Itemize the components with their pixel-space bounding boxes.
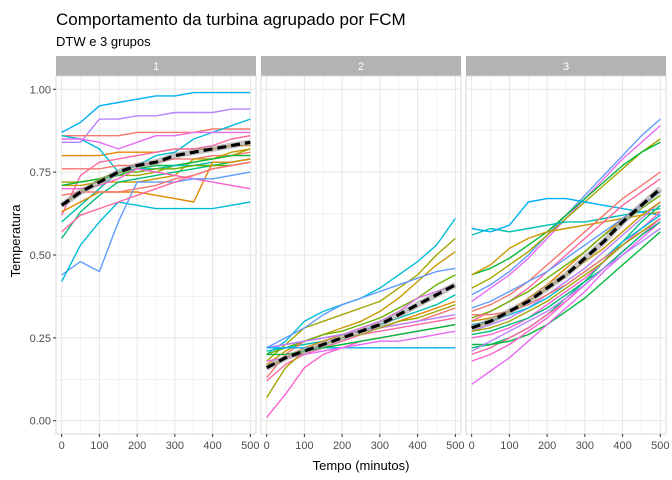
series-line-25 <box>471 227 661 352</box>
series-line-3 <box>471 138 661 289</box>
series-line-18 <box>471 221 661 385</box>
x-tick-label: 300 <box>371 440 389 452</box>
panel-border <box>465 75 667 435</box>
mean-line <box>60 140 251 207</box>
x-tick-label: 500 <box>651 440 669 452</box>
series-line-17 <box>471 231 661 346</box>
series-line-11 <box>61 154 251 187</box>
series-line-20 <box>471 217 661 332</box>
x-tick-label: 0 <box>59 440 65 452</box>
x-tick-label: 200 <box>538 440 556 452</box>
mean-line <box>471 187 662 330</box>
series-line-18 <box>61 201 251 282</box>
y-tick-label: 0.00 <box>30 416 51 428</box>
facet-strip <box>56 56 256 76</box>
series-line-7 <box>61 135 251 216</box>
series-line-2 <box>266 237 456 362</box>
series-line-5 <box>61 118 251 173</box>
facet-panel-2: 2 0 100 200 300 400 500 <box>260 56 465 452</box>
series-line-17 <box>61 171 251 276</box>
facet-strip <box>261 56 461 76</box>
chart-title: Comportamento da turbina agrupado por FC… <box>56 10 406 29</box>
x-tick-label: 100 <box>295 440 313 452</box>
series-line-3 <box>61 128 251 137</box>
series-line-1 <box>61 91 251 134</box>
x-tick-label: 400 <box>408 440 426 452</box>
facet-panel-1: 1 0 100 200 300 400 500 0.00 0.25 0.50 0.75 1.00 <box>30 56 260 452</box>
chart-subtitle: DTW e 3 grupos <box>56 34 151 49</box>
series-line-20 <box>61 161 251 196</box>
y-tick-label: 0.50 <box>30 250 51 262</box>
x-tick-label: 200 <box>333 440 351 452</box>
series-line-6 <box>61 131 251 150</box>
series-line-8 <box>471 171 661 313</box>
y-tick-label: 1.00 <box>30 84 51 96</box>
x-tick-label: 500 <box>241 440 259 452</box>
y-tick-label: 0.25 <box>30 333 51 345</box>
y-tick-label: 0.75 <box>30 167 51 179</box>
x-tick-label: 0 <box>264 440 270 452</box>
x-tick-label: 100 <box>90 440 108 452</box>
series-line-24 <box>471 221 661 336</box>
x-tick-label: 0 <box>469 440 475 452</box>
facet-strip-label: 1 <box>153 61 159 73</box>
series-line-14 <box>266 304 456 398</box>
x-tick-label: 200 <box>128 440 146 452</box>
series-line-15 <box>61 158 251 213</box>
series-line-12 <box>471 201 661 332</box>
series-line-5 <box>266 274 456 356</box>
x-tick-label: 300 <box>166 440 184 452</box>
series-line-14 <box>471 211 661 339</box>
panel-border <box>260 75 462 435</box>
series-line-2 <box>61 108 251 144</box>
series-line-4 <box>266 267 456 349</box>
x-tick-label: 500 <box>446 440 464 452</box>
series-line-4 <box>471 141 661 276</box>
x-tick-label: 400 <box>613 440 631 452</box>
x-tick-label: 400 <box>203 440 221 452</box>
series-line-6 <box>471 197 661 233</box>
x-axis-title: Tempo (minutos) <box>313 458 410 473</box>
facet-strip <box>466 56 666 76</box>
facet-strip-label: 3 <box>563 61 569 73</box>
series-line-12 <box>61 158 251 239</box>
x-tick-label: 100 <box>500 440 518 452</box>
facet-panel-3: 3 0 100 200 300 400 500 <box>465 56 670 452</box>
x-tick-label: 300 <box>576 440 594 452</box>
facet-strip-label: 2 <box>358 61 364 73</box>
y-axis-title: Temperatura <box>8 204 23 278</box>
mean-line <box>265 283 457 370</box>
